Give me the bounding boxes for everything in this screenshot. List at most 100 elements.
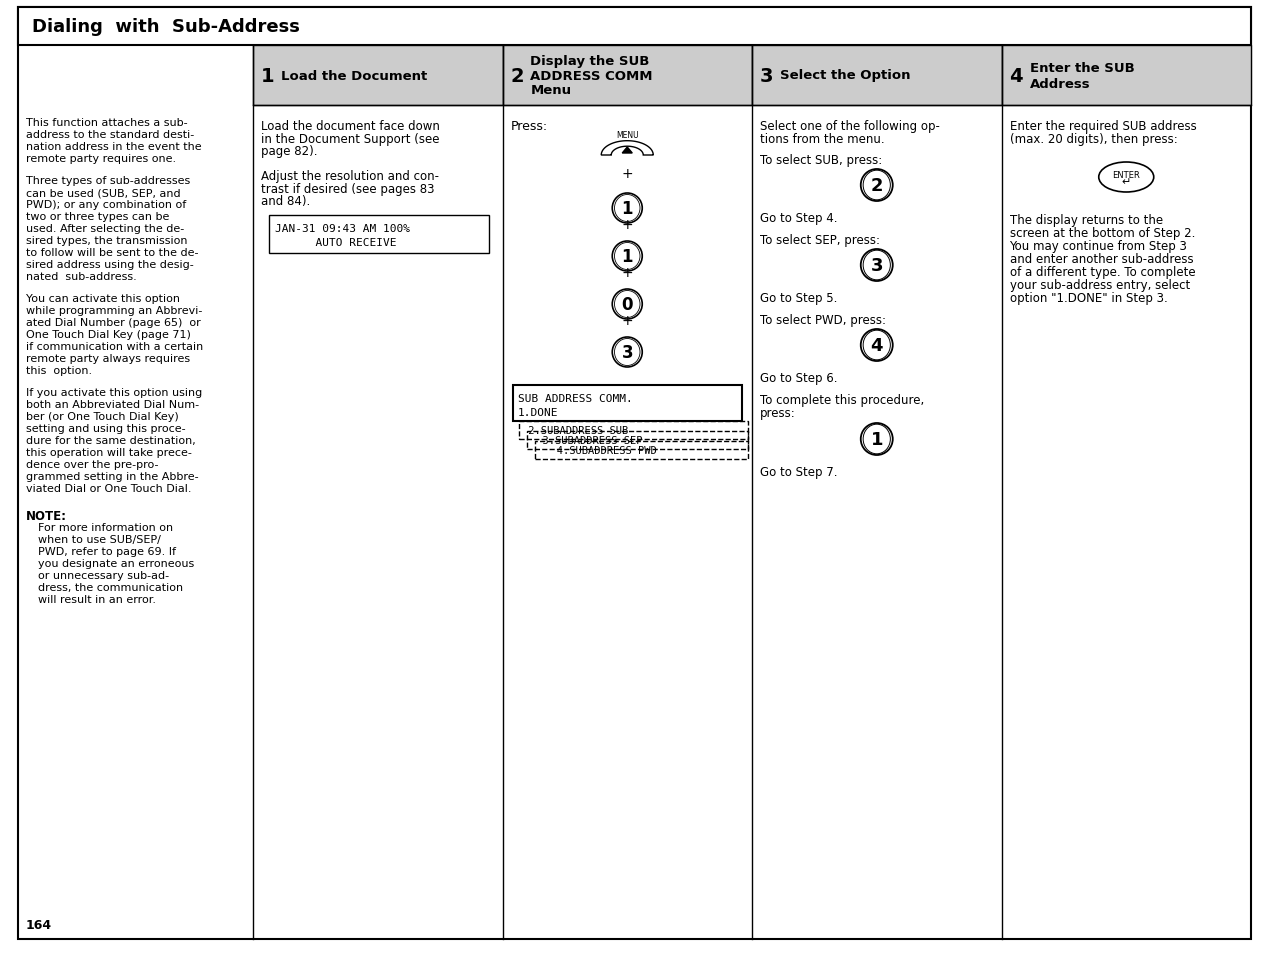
Text: 3: 3	[871, 256, 883, 274]
Text: two or three types can be: two or three types can be	[25, 212, 169, 222]
Text: Enter the SUB: Enter the SUB	[1029, 62, 1134, 75]
Text: grammed setting in the Abbre-: grammed setting in the Abbre-	[25, 472, 199, 481]
Text: 2: 2	[871, 177, 883, 194]
Text: press:: press:	[760, 407, 796, 419]
Text: this  option.: this option.	[25, 366, 93, 375]
Text: Go to Step 5.: Go to Step 5.	[760, 292, 838, 305]
Text: of a different type. To complete: of a different type. To complete	[1010, 266, 1195, 278]
Text: while programming an Abbrevi-: while programming an Abbrevi-	[25, 306, 202, 315]
Text: Enter the required SUB address: Enter the required SUB address	[1010, 120, 1197, 132]
Text: NOTE:: NOTE:	[25, 510, 67, 522]
Text: 164: 164	[25, 918, 52, 931]
Text: Go to Step 4.: Go to Step 4.	[760, 212, 838, 225]
Bar	[269, 215, 489, 253]
Text: dress, the communication: dress, the communication	[38, 582, 183, 593]
Text: this operation will take prece-: this operation will take prece-	[25, 448, 192, 457]
Text: (max. 20 digits), then press:: (max. 20 digits), then press:	[1010, 132, 1178, 146]
Text: PWD); or any combination of: PWD); or any combination of	[25, 200, 187, 210]
Text: ENTER: ENTER	[1113, 171, 1140, 179]
Text: tions from the menu.: tions from the menu.	[760, 132, 884, 146]
Text: SUB ADDRESS COMM.: SUB ADDRESS COMM.	[518, 394, 632, 403]
Text: dure for the same destination,: dure for the same destination,	[25, 436, 195, 446]
Text: 3: 3	[622, 344, 633, 361]
Text: 4.SUBADDRESS PWD: 4.SUBADDRESS PWD	[538, 446, 657, 456]
Text: +: +	[622, 266, 633, 280]
Bar	[753, 46, 1001, 106]
Text: +: +	[622, 314, 633, 328]
Text: Load the Document: Load the Document	[280, 70, 428, 82]
Text: ber (or One Touch Dial Key): ber (or One Touch Dial Key)	[25, 412, 179, 421]
Text: One Touch Dial Key (page 71): One Touch Dial Key (page 71)	[25, 330, 190, 339]
Text: If you activate this option using: If you activate this option using	[25, 388, 202, 397]
Text: trast if desired (see pages 83: trast if desired (see pages 83	[261, 182, 434, 195]
Text: Press:: Press:	[510, 120, 548, 132]
Text: Select one of the following op-: Select one of the following op-	[760, 120, 940, 132]
Text: Address: Address	[1029, 78, 1090, 91]
Text: nation address in the event the: nation address in the event the	[25, 142, 202, 152]
Text: ated Dial Number (page 65)  or: ated Dial Number (page 65) or	[25, 317, 201, 328]
Text: 1: 1	[622, 248, 633, 266]
Text: screen at the bottom of Step 2.: screen at the bottom of Step 2.	[1010, 227, 1195, 240]
Text: Load the document face down: Load the document face down	[261, 120, 440, 132]
Text: ADDRESS COMM: ADDRESS COMM	[530, 70, 654, 82]
Text: you designate an erroneous: you designate an erroneous	[38, 558, 194, 568]
Text: 2.SUBADDRESS SUB: 2.SUBADDRESS SUB	[523, 426, 628, 436]
Text: 1: 1	[871, 431, 883, 449]
Text: to follow will be sent to the de-: to follow will be sent to the de-	[25, 248, 198, 257]
Bar	[1001, 46, 1251, 106]
Text: ↵: ↵	[1122, 177, 1131, 187]
Text: 1: 1	[622, 200, 633, 218]
Text: Dialing  with  Sub-Address: Dialing with Sub-Address	[32, 18, 299, 36]
Bar	[519, 421, 747, 439]
Text: Adjust the resolution and con-: Adjust the resolution and con-	[261, 170, 439, 183]
Text: 3.SUBADDRESS SEP: 3.SUBADDRESS SEP	[530, 436, 643, 446]
Bar	[503, 46, 753, 106]
Text: MENU: MENU	[615, 131, 638, 139]
Text: To select SEP, press:: To select SEP, press:	[760, 233, 879, 247]
Text: 2: 2	[510, 67, 524, 86]
Text: 3: 3	[760, 67, 774, 86]
Text: nated  sub-address.: nated sub-address.	[25, 272, 137, 282]
Text: Display the SUB: Display the SUB	[530, 54, 650, 68]
Text: JAN-31 09:43 AM 100%: JAN-31 09:43 AM 100%	[275, 223, 410, 233]
Text: PWD, refer to page 69. If: PWD, refer to page 69. If	[38, 546, 176, 557]
Text: You can activate this option: You can activate this option	[25, 294, 180, 304]
Bar	[513, 386, 742, 421]
Text: 0: 0	[622, 295, 633, 314]
Text: AUTO RECEIVE: AUTO RECEIVE	[275, 237, 396, 247]
Text: 1: 1	[261, 67, 274, 86]
Text: To select SUB, press:: To select SUB, press:	[760, 153, 882, 167]
Text: +: +	[622, 167, 633, 181]
Bar	[534, 441, 747, 459]
Text: sired types, the transmission: sired types, the transmission	[25, 235, 188, 246]
Text: viated Dial or One Touch Dial.: viated Dial or One Touch Dial.	[25, 483, 192, 494]
Text: and 84).: and 84).	[261, 194, 310, 208]
Text: and enter another sub-address: and enter another sub-address	[1010, 253, 1193, 266]
Text: 4: 4	[1010, 67, 1023, 86]
Text: will result in an error.: will result in an error.	[38, 595, 156, 604]
Text: page 82).: page 82).	[261, 145, 317, 158]
Text: 4: 4	[871, 336, 883, 355]
Text: You may continue from Step 3: You may continue from Step 3	[1010, 240, 1188, 253]
Text: This function attaches a sub-: This function attaches a sub-	[25, 118, 188, 128]
Bar	[527, 432, 747, 450]
Text: The display returns to the: The display returns to the	[1010, 213, 1162, 227]
Text: remote party always requires: remote party always requires	[25, 354, 190, 364]
Text: dence over the pre-pro-: dence over the pre-pro-	[25, 459, 159, 470]
Text: Menu: Menu	[530, 85, 571, 97]
Bar	[253, 46, 503, 106]
Text: +: +	[622, 218, 633, 232]
Polygon shape	[602, 142, 654, 156]
Text: if communication with a certain: if communication with a certain	[25, 341, 203, 352]
Text: Three types of sub-addresses: Three types of sub-addresses	[25, 175, 190, 186]
Text: can be used (SUB, SEP, and: can be used (SUB, SEP, and	[25, 188, 180, 198]
Text: 1.DONE: 1.DONE	[518, 408, 558, 417]
Text: sired address using the desig-: sired address using the desig-	[25, 260, 194, 270]
Text: To complete this procedure,: To complete this procedure,	[760, 394, 924, 407]
Text: or unnecessary sub-ad-: or unnecessary sub-ad-	[38, 571, 169, 580]
Polygon shape	[622, 148, 632, 153]
Text: Go to Step 7.: Go to Step 7.	[760, 465, 838, 478]
Text: For more information on: For more information on	[38, 522, 173, 533]
Text: both an Abbreviated Dial Num-: both an Abbreviated Dial Num-	[25, 399, 199, 410]
Text: used. After selecting the de-: used. After selecting the de-	[25, 224, 184, 233]
